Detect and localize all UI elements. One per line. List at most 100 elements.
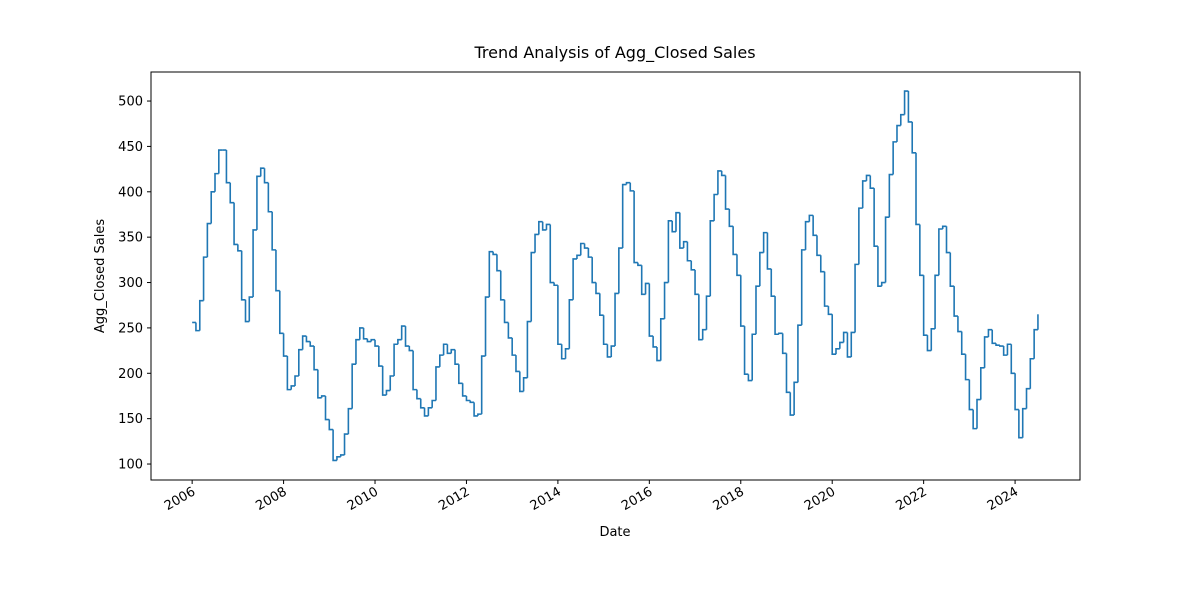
line-step xyxy=(751,333,756,381)
line-step xyxy=(698,294,703,341)
line-step xyxy=(896,124,901,142)
line-step xyxy=(976,398,981,429)
line-step xyxy=(229,182,235,204)
line-step xyxy=(831,314,836,356)
line-step xyxy=(804,220,810,250)
line-step xyxy=(244,299,250,323)
line-step xyxy=(667,220,673,283)
line-step xyxy=(362,327,368,340)
line-step xyxy=(336,455,341,461)
line-step xyxy=(614,292,619,347)
line-step xyxy=(987,328,993,337)
line-step xyxy=(477,413,482,416)
line-step xyxy=(713,193,718,221)
line-step xyxy=(568,298,574,349)
y-tick-label: 250 xyxy=(118,321,143,336)
line-step xyxy=(328,419,334,431)
line-step xyxy=(419,398,425,409)
line-step xyxy=(473,402,478,417)
line-step xyxy=(972,409,977,430)
line-step xyxy=(724,175,730,210)
line-step xyxy=(458,364,463,385)
line-step xyxy=(819,255,825,273)
line-step xyxy=(1006,343,1012,356)
line-step xyxy=(294,375,299,386)
x-tick-label: 2016 xyxy=(619,484,655,514)
line-step xyxy=(351,363,356,409)
line-step xyxy=(827,306,833,316)
line-step xyxy=(842,331,848,343)
line-step xyxy=(480,355,486,415)
x-tick-label: 2018 xyxy=(711,484,747,514)
line-step xyxy=(1021,407,1027,438)
line-step xyxy=(854,263,859,333)
line-step xyxy=(846,332,852,358)
line-step xyxy=(766,232,772,270)
line-step xyxy=(663,281,669,319)
line-step xyxy=(492,251,497,256)
line-step xyxy=(865,174,871,181)
line-step xyxy=(378,346,383,367)
line-step xyxy=(332,429,337,462)
line-step xyxy=(423,407,429,417)
line-step xyxy=(214,172,219,192)
line-step xyxy=(789,392,795,416)
line-step xyxy=(1029,357,1035,389)
line-step xyxy=(644,282,650,295)
line-step xyxy=(511,337,516,356)
line-step xyxy=(439,354,444,367)
line-step xyxy=(507,322,513,339)
line-step xyxy=(343,433,349,455)
line-step xyxy=(553,282,558,287)
line-step xyxy=(759,251,764,287)
line-step xyxy=(774,296,779,336)
line-step xyxy=(412,350,417,391)
line-step xyxy=(919,224,924,277)
line-step xyxy=(278,290,284,335)
line-step xyxy=(202,256,208,301)
line-step xyxy=(320,395,326,398)
line-step xyxy=(705,295,711,330)
line-step xyxy=(503,299,509,324)
line-step xyxy=(858,207,863,265)
line-step xyxy=(823,271,829,307)
line-step xyxy=(309,341,315,347)
line-step xyxy=(621,183,627,249)
line-step xyxy=(861,180,867,209)
line-step xyxy=(324,395,330,421)
line-step xyxy=(252,229,257,298)
line-step xyxy=(198,299,204,331)
line-step xyxy=(785,353,791,394)
line-step xyxy=(534,233,539,253)
line-step xyxy=(461,383,467,397)
line-step xyxy=(404,326,410,347)
line-step xyxy=(385,389,391,396)
line-step xyxy=(339,454,345,457)
line-step xyxy=(797,324,802,383)
line-step xyxy=(286,356,292,391)
line-step xyxy=(1014,373,1019,411)
line-step xyxy=(945,226,951,254)
line-step xyxy=(610,345,616,357)
line-step xyxy=(675,211,680,232)
line-step xyxy=(1002,346,1008,356)
line-step xyxy=(793,381,798,416)
line-step xyxy=(442,343,448,356)
line-step xyxy=(576,254,581,259)
line-step xyxy=(522,377,528,392)
line-step xyxy=(587,248,593,258)
line-step xyxy=(366,338,372,343)
line-step xyxy=(839,341,844,349)
line-step xyxy=(259,167,265,177)
y-tick-label: 450 xyxy=(118,140,143,155)
line-step xyxy=(960,331,966,356)
line-step xyxy=(747,374,753,382)
line-step xyxy=(454,349,459,366)
line-step xyxy=(637,262,642,267)
line-step xyxy=(1033,328,1038,359)
x-tick-label: 2010 xyxy=(345,484,381,514)
x-tick-label: 2012 xyxy=(436,484,472,514)
line-step xyxy=(880,281,886,287)
x-tick-label: 2020 xyxy=(802,484,838,514)
line-step xyxy=(957,316,962,333)
